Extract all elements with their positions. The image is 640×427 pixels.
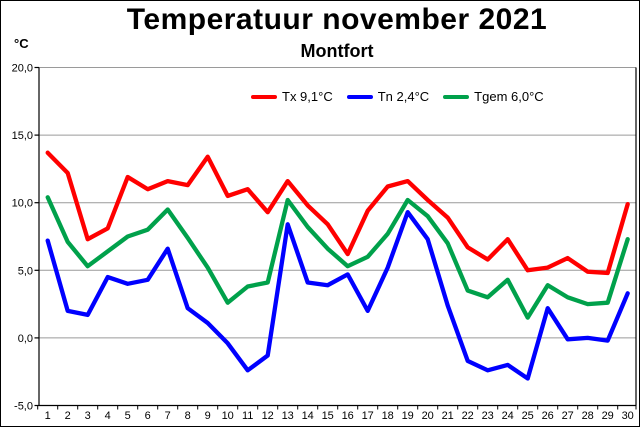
x-tick-label: 8: [185, 410, 191, 422]
y-tick-label: -5,0: [14, 401, 33, 413]
x-tick-label: 24: [502, 410, 514, 422]
x-tick-label: 30: [622, 410, 634, 422]
x-tick-label: 25: [522, 410, 534, 422]
x-tick-label: 12: [262, 410, 274, 422]
y-axis-ticks-and-labels: 20,0 15,0 10,0 5,0 0,0 -5,0: [12, 63, 39, 413]
x-tick-label: 19: [402, 410, 414, 422]
x-tick-label: 7: [165, 410, 171, 422]
series-line-tn: [45, 210, 630, 381]
x-tick-label: 22: [462, 410, 474, 422]
x-tick-label: 9: [205, 410, 211, 422]
x-tick-label: 2: [65, 410, 71, 422]
legend-label-tgem: Tgem 6,0°C: [474, 89, 544, 104]
y-axis-unit-label: °C: [14, 36, 29, 51]
tx-line-swatch-icon: [251, 95, 277, 99]
y-tick-label: 5,0: [18, 265, 33, 277]
chart-title: Temperatuur november 2021: [126, 3, 548, 36]
x-tick-label: 6: [145, 410, 151, 422]
x-tick-label: 13: [282, 410, 294, 422]
chart-subtitle: Montfort: [300, 41, 374, 61]
x-tick-label: 21: [442, 410, 454, 422]
y-tick-label: 10,0: [12, 198, 33, 210]
x-tick-label: 5: [125, 410, 131, 422]
x-tick-label: 1: [45, 410, 51, 422]
x-tick-label: 11: [242, 410, 253, 422]
x-tick-label: 15: [322, 410, 334, 422]
x-tick-label: 4: [105, 410, 111, 422]
legend-label-tx: Tx 9,1°C: [282, 89, 333, 104]
x-tick-label: 20: [422, 410, 434, 422]
series-line-tgem: [45, 195, 630, 320]
chart-legend: Tx 9,1°C Tn 2,4°C Tgem 6,0°C: [251, 89, 544, 105]
x-tick-label: 23: [482, 410, 494, 422]
x-tick-label: 17: [362, 410, 374, 422]
gridlines: [39, 67, 636, 339]
series-line-tx: [45, 150, 630, 276]
tn-line-swatch-icon: [346, 95, 373, 99]
x-axis-labels: 1 2 3 4 5 6 7 8 9 10 11 12 13 14 15 16 17 18 19 20 21 22 23 24 2…: [45, 410, 634, 422]
legend-item-tx: Tx 9,1°C: [251, 89, 333, 105]
x-tick-label: 27: [562, 410, 574, 422]
legend-label-tn: Tn 2,4°C: [377, 89, 430, 104]
y-tick-label: 20,0: [12, 63, 33, 75]
x-tick-label: 26: [542, 410, 554, 422]
x-tick-label: 10: [222, 410, 234, 422]
x-tick-label: 29: [602, 410, 614, 422]
x-axis-ticks: [37, 405, 637, 410]
x-tick-label: 16: [342, 410, 354, 422]
y-tick-label: 15,0: [12, 130, 33, 142]
x-tick-label: 14: [302, 410, 314, 422]
tgem-line-swatch-icon: [443, 95, 470, 99]
legend-item-tgem: Tgem 6,0°C: [443, 89, 544, 105]
x-tick-label: 3: [85, 410, 91, 422]
x-tick-label: 18: [382, 410, 394, 422]
y-tick-label: 0,0: [18, 333, 33, 345]
x-tick-label: 28: [582, 410, 594, 422]
legend-item-tn: Tn 2,4°C: [346, 89, 430, 105]
